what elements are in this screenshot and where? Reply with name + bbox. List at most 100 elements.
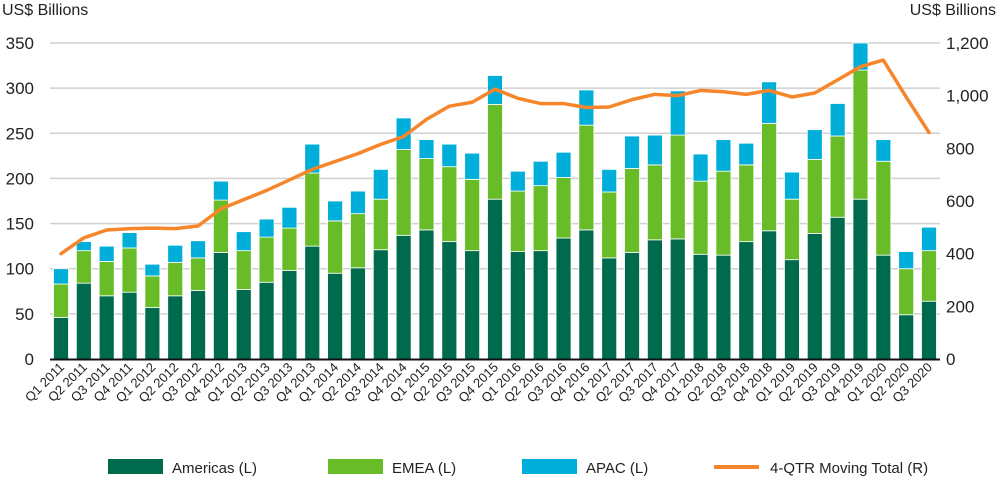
legend-label: 4-QTR Moving Total (R) <box>770 460 928 477</box>
left-tick-label: 350 <box>6 34 34 53</box>
bar-apac <box>669 90 686 136</box>
bar-americas <box>53 317 69 360</box>
bar-apac <box>555 151 572 178</box>
bar-emea <box>692 180 709 255</box>
right-tick-label: 200 <box>946 297 974 316</box>
bar-americas <box>646 239 663 360</box>
bar-americas <box>144 307 161 360</box>
bar-americas <box>875 254 892 360</box>
bar-apac <box>532 160 549 187</box>
bar-americas <box>624 252 640 360</box>
bar-emea <box>669 134 686 240</box>
bar-emea <box>829 135 846 218</box>
bar-emea <box>555 177 572 239</box>
bar-emea <box>372 198 389 251</box>
bar-americas <box>784 259 800 360</box>
bar-emea <box>258 236 275 283</box>
bar-emea <box>761 122 778 232</box>
left-tick-label: 50 <box>15 305 34 324</box>
left-tick-label: 0 <box>25 350 34 369</box>
bar-emea <box>98 261 115 297</box>
bar-emea <box>395 149 412 236</box>
bar-emea <box>784 198 800 261</box>
bar-americas <box>121 291 138 360</box>
left-axis-label: US$ Billions <box>2 2 89 19</box>
bar-americas <box>235 289 252 360</box>
bar-americas <box>806 233 823 360</box>
legend-swatch <box>328 459 383 474</box>
bar-americas <box>190 289 206 360</box>
bar-americas <box>327 272 344 360</box>
left-tick-label: 300 <box>6 79 34 98</box>
bar-emea <box>487 103 503 200</box>
bar-apac <box>624 135 640 169</box>
bar-apac <box>601 168 618 193</box>
bar-apac <box>464 152 481 180</box>
bar-americas <box>852 198 869 360</box>
bar-emea <box>327 220 344 274</box>
bar-americas <box>304 245 321 360</box>
bar-apac <box>829 103 846 137</box>
bar-apac <box>646 134 663 166</box>
right-tick-label: 800 <box>946 139 974 158</box>
bar-americas <box>75 282 92 360</box>
bar-apac <box>852 42 869 71</box>
bar-americas <box>441 241 458 360</box>
bar-apac <box>395 117 412 150</box>
legend-label: EMEA (L) <box>392 460 456 477</box>
bar-americas <box>555 237 572 360</box>
bar-americas <box>258 281 275 360</box>
bar-emea <box>464 178 481 252</box>
bar-americas <box>669 238 686 360</box>
bar-emea <box>601 191 618 259</box>
bar-emea <box>578 124 595 231</box>
bar-americas <box>715 254 732 360</box>
bar-emea <box>441 166 458 243</box>
bar-emea <box>121 247 138 293</box>
bar-americas <box>212 252 229 360</box>
bar-apac <box>190 240 206 259</box>
bar-emea <box>281 227 298 271</box>
right-tick-label: 1,200 <box>946 34 989 53</box>
bar-americas <box>464 250 481 360</box>
bar-apac <box>761 81 778 124</box>
bar-americas <box>898 314 915 360</box>
left-tick-label: 150 <box>6 215 34 234</box>
bar-americas <box>761 230 778 360</box>
bar-apac <box>806 129 823 160</box>
bar-emea <box>646 164 663 241</box>
bar-emea <box>53 283 69 318</box>
legend-label: Americas (L) <box>172 460 257 477</box>
bar-emea <box>509 190 526 252</box>
bar-americas <box>98 295 115 360</box>
bar-apac <box>692 153 709 182</box>
bar-americas <box>578 229 595 360</box>
bar-emea <box>532 185 549 252</box>
bar-apac <box>144 263 161 277</box>
bar-apac <box>921 226 937 252</box>
bar-apac <box>715 139 732 172</box>
right-tick-label: 1,000 <box>946 87 989 106</box>
bar-emea <box>624 168 640 253</box>
bar-americas <box>509 251 526 360</box>
bar-emea <box>167 261 184 297</box>
bar-apac <box>738 142 755 166</box>
legend-swatch <box>522 459 577 474</box>
left-tick-label: 100 <box>6 260 34 279</box>
right-tick-label: 400 <box>946 245 974 264</box>
legend-label: APAC (L) <box>586 460 648 477</box>
bar-emea <box>75 250 92 284</box>
bar-apac <box>441 143 458 168</box>
right-axis-label: US$ Billions <box>909 2 996 19</box>
bar-apac <box>53 268 69 285</box>
right-tick-label: 0 <box>946 350 955 369</box>
bar-americas <box>418 229 435 360</box>
bar-apac <box>509 170 526 192</box>
bar-americas <box>692 253 709 360</box>
bar-apac <box>418 139 435 159</box>
bar-apac <box>372 168 389 200</box>
bar-apac <box>235 231 252 252</box>
bar-americas <box>281 270 298 360</box>
